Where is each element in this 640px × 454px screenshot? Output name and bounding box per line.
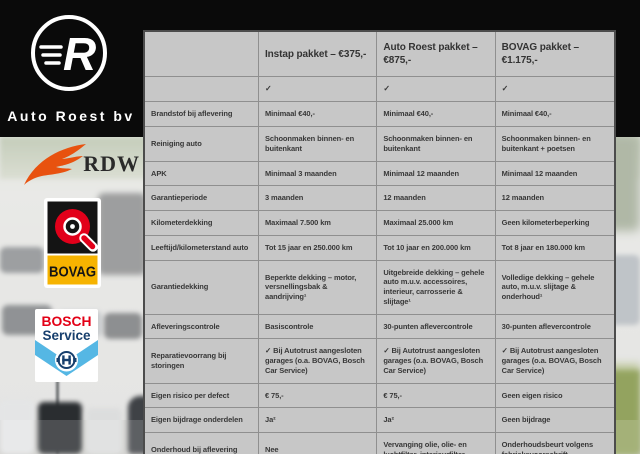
cell: € 75,- bbox=[377, 382, 496, 408]
brand-name: Auto Roest bv bbox=[7, 108, 135, 124]
rdw-logo: RDW bbox=[22, 141, 140, 193]
photo-car-white bbox=[86, 408, 122, 454]
auto-roest-monogram-icon: R bbox=[31, 15, 107, 91]
row-label: Onderhoud bij aflevering bbox=[145, 432, 259, 454]
cell: 12 maanden bbox=[377, 185, 496, 211]
cell: ✓ Bij Autotrust aangesloten garages (o.a… bbox=[259, 338, 378, 383]
cell: Schoonmaken binnen- en buitenkant + poet… bbox=[495, 126, 614, 161]
cell: Minimaal €40,- bbox=[495, 101, 614, 126]
rdw-label: RDW bbox=[83, 151, 140, 176]
table-row: Leeftijd/kilometerstand auto Tot 15 jaar… bbox=[145, 234, 614, 260]
svg-text:Service: Service bbox=[42, 328, 91, 343]
cell: Geen kilometerbeperking bbox=[495, 210, 614, 235]
cell: Tot 10 jaar en 200.000 km bbox=[377, 234, 496, 260]
photo-car-blob bbox=[0, 247, 44, 273]
cell: ✓ Bij Autotrust aangesloten garages (o.a… bbox=[377, 338, 496, 383]
cell: 30-punten aflevercontrole bbox=[495, 313, 614, 339]
check-icon: ✓ bbox=[377, 76, 496, 102]
bovag-logo: BOVAG bbox=[44, 198, 101, 288]
svg-text:R: R bbox=[63, 28, 96, 80]
cell: Maximaal 25.000 km bbox=[377, 210, 496, 235]
table-row: Eigen bijdrage onderdelen Ja² Ja² Geen b… bbox=[145, 407, 614, 433]
cell: Geen bijdrage bbox=[495, 407, 614, 432]
package-comparison-table: Instap pakket – €375,- Auto Roest pakket… bbox=[143, 30, 616, 454]
cell: Minimaal 3 maanden bbox=[259, 160, 378, 186]
row-label: Leeftijd/kilometerstand auto bbox=[145, 234, 259, 260]
cell: Schoonmaken binnen- en buitenkant bbox=[259, 126, 378, 161]
cell: Basiscontrole bbox=[259, 313, 378, 339]
row-label: Eigen risico per defect bbox=[145, 382, 259, 408]
cell: Tot 8 jaar en 180.000 km bbox=[495, 234, 614, 260]
cell: Maximaal 7.500 km bbox=[259, 210, 378, 235]
table-header-row: Instap pakket – €375,- Auto Roest pakket… bbox=[145, 32, 614, 76]
table-row: Garantiedekking Beperkte dekking – motor… bbox=[145, 259, 614, 314]
cell: 30-punten aflevercontrole bbox=[377, 313, 496, 339]
photo-car-blob bbox=[104, 313, 142, 339]
cell: Volledige dekking – gehele auto, m.u.v. … bbox=[495, 259, 614, 314]
table-row: Garantieperiode 3 maanden 12 maanden 12 … bbox=[145, 185, 614, 211]
table-row: APK Minimaal 3 maanden Minimaal 12 maand… bbox=[145, 160, 614, 186]
table-row: Kilometerdekking Maximaal 7.500 km Maxim… bbox=[145, 210, 614, 235]
bosch-armature-icon bbox=[55, 348, 78, 372]
row-label: APK bbox=[145, 160, 259, 186]
table-row: Afleveringscontrole Basiscontrole 30-pun… bbox=[145, 313, 614, 339]
photo-building-left bbox=[98, 193, 146, 275]
check-icon: ✓ bbox=[495, 76, 614, 101]
table-row: Reiniging auto Schoonmaken binnen- en bu… bbox=[145, 126, 614, 161]
row-label: Brandstof bij aflevering bbox=[145, 101, 259, 127]
table-row: Brandstof bij aflevering Minimaal €40,- … bbox=[145, 101, 614, 127]
cell: Minimaal 12 maanden bbox=[377, 160, 496, 186]
cell: Onderhoudsbeurt volgens fabrieksvoorschr… bbox=[495, 432, 614, 454]
auto-roest-logo: R Auto Roest bv bbox=[0, 0, 142, 137]
row-label: Reiniging auto bbox=[145, 126, 259, 161]
cell: Geen eigen risico bbox=[495, 382, 614, 408]
check-icon: ✓ bbox=[259, 76, 378, 102]
cell: Vervanging olie, olie- en luchtfilter, i… bbox=[377, 432, 496, 454]
row-label bbox=[145, 76, 259, 102]
cell: Minimaal €40,- bbox=[377, 101, 496, 127]
photo-car-black bbox=[38, 402, 82, 454]
column-header-instap: Instap pakket – €375,- bbox=[259, 32, 378, 76]
photo-car-white bbox=[0, 400, 34, 454]
cell: Ja² bbox=[259, 407, 378, 433]
row-label: Kilometerdekking bbox=[145, 210, 259, 235]
bosch-service-logo: BOSCH Service bbox=[35, 309, 98, 382]
cell: 3 maanden bbox=[259, 185, 378, 211]
table-row: Eigen risico per defect € 75,- € 75,- Ge… bbox=[145, 382, 614, 408]
svg-text:BOVAG: BOVAG bbox=[49, 265, 96, 281]
row-label: Eigen bijdrage onderdelen bbox=[145, 407, 259, 433]
cell: Uitgebreide dekking – gehele auto m.u.v.… bbox=[377, 259, 496, 314]
rdw-wing-icon bbox=[24, 144, 86, 185]
row-label: Afleveringscontrole bbox=[145, 313, 259, 339]
row-label: Garantiedekking bbox=[145, 259, 259, 314]
photo-pole bbox=[56, 330, 59, 454]
svg-text:BOSCH: BOSCH bbox=[42, 313, 92, 329]
cell: Beperkte dekking – motor, versnellingsba… bbox=[259, 259, 378, 314]
row-label: Garantieperiode bbox=[145, 185, 259, 211]
row-label: Reparatievoorrang bij storingen bbox=[145, 338, 259, 383]
check-row: ✓ ✓ ✓ bbox=[145, 76, 614, 102]
cell: ✓ Bij Autotrust aangesloten garages (o.a… bbox=[495, 338, 614, 382]
cell: Ja² bbox=[377, 407, 496, 433]
cell: Minimaal €40,- bbox=[259, 101, 378, 127]
column-header-bovag: BOVAG pakket – €1.175,- bbox=[501, 42, 579, 66]
table-row: Onderhoud bij aflevering Nee Vervanging … bbox=[145, 432, 614, 454]
cell: Schoonmaken binnen- en buitenkant bbox=[377, 126, 496, 161]
cell: Minimaal 12 maanden bbox=[495, 160, 614, 186]
column-header-auto-roest: Auto Roest pakket – €875,- bbox=[377, 32, 496, 76]
cell: Tot 15 jaar en 250.000 km bbox=[259, 234, 378, 260]
cell: Nee bbox=[259, 432, 378, 454]
cell: 12 maanden bbox=[495, 185, 614, 210]
table-row: Reparatievoorrang bij storingen ✓ Bij Au… bbox=[145, 338, 614, 383]
header-empty-cell bbox=[145, 32, 259, 76]
cell: € 75,- bbox=[259, 382, 378, 408]
